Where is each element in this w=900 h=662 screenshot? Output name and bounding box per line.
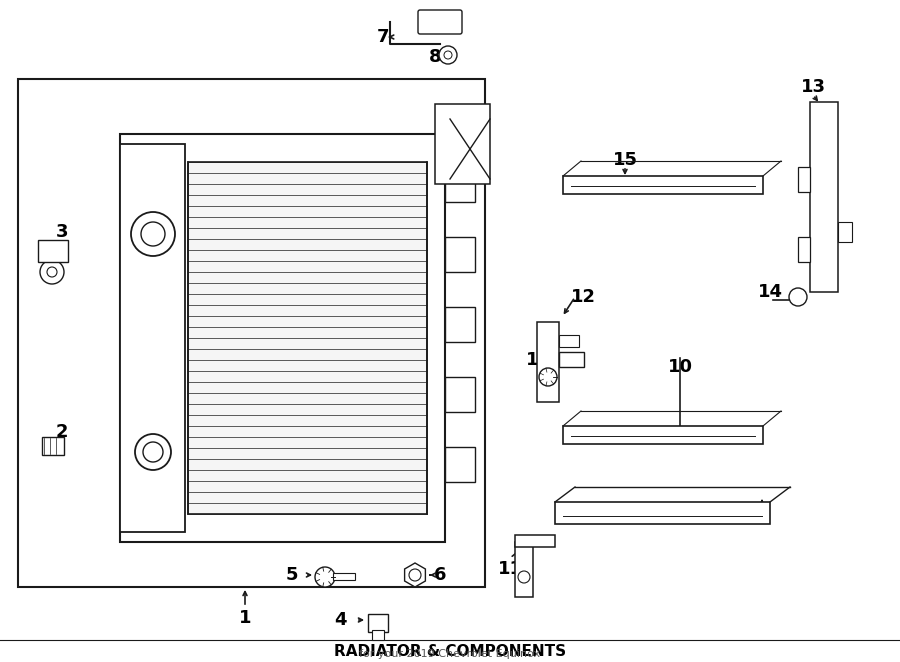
Bar: [435, 104, 490, 184]
Text: 11: 11: [498, 560, 523, 578]
Bar: [563, 176, 763, 194]
Text: 14: 14: [758, 283, 782, 301]
Text: 9: 9: [756, 505, 769, 523]
Circle shape: [518, 571, 530, 583]
Text: 4: 4: [334, 611, 346, 629]
Bar: [537, 322, 559, 402]
Bar: [188, 162, 427, 514]
Text: 3: 3: [56, 223, 68, 241]
Text: 2: 2: [56, 423, 68, 441]
Bar: [515, 542, 533, 597]
Circle shape: [141, 222, 165, 246]
Bar: [445, 237, 475, 272]
Text: 8: 8: [428, 48, 441, 66]
Text: 7: 7: [377, 28, 390, 46]
Text: 10: 10: [668, 358, 692, 376]
Circle shape: [315, 567, 335, 587]
Circle shape: [143, 442, 163, 462]
Bar: [798, 167, 810, 192]
Bar: [555, 502, 770, 524]
Text: 5: 5: [286, 566, 298, 584]
Bar: [559, 352, 584, 367]
Circle shape: [539, 368, 557, 386]
Bar: [42, 437, 64, 455]
Text: RADIATOR & COMPONENTS: RADIATOR & COMPONENTS: [334, 643, 566, 659]
Bar: [18, 79, 485, 587]
Bar: [120, 134, 445, 542]
Bar: [445, 377, 475, 412]
Circle shape: [439, 46, 457, 64]
Bar: [445, 167, 475, 202]
Text: 12: 12: [571, 288, 596, 306]
Bar: [838, 222, 852, 242]
Bar: [372, 630, 384, 640]
Bar: [515, 535, 555, 547]
Circle shape: [789, 288, 807, 306]
Bar: [810, 102, 838, 292]
Bar: [798, 237, 810, 262]
Bar: [38, 240, 68, 262]
Circle shape: [444, 51, 452, 59]
Bar: [559, 335, 579, 347]
Bar: [445, 307, 475, 342]
Circle shape: [40, 260, 64, 284]
Text: 14: 14: [526, 351, 551, 369]
FancyBboxPatch shape: [418, 10, 462, 34]
Text: 1: 1: [238, 609, 251, 627]
Circle shape: [131, 212, 175, 256]
Text: 6: 6: [434, 566, 446, 584]
Bar: [120, 144, 185, 532]
Text: 15: 15: [613, 151, 637, 169]
Text: for your 2019 Chevrolet Equinox: for your 2019 Chevrolet Equinox: [359, 649, 541, 659]
Bar: [445, 447, 475, 482]
Bar: [563, 426, 763, 444]
Bar: [333, 573, 355, 580]
Text: 13: 13: [800, 78, 825, 96]
Circle shape: [409, 569, 421, 581]
Circle shape: [47, 267, 57, 277]
Bar: [368, 614, 388, 632]
Circle shape: [135, 434, 171, 470]
